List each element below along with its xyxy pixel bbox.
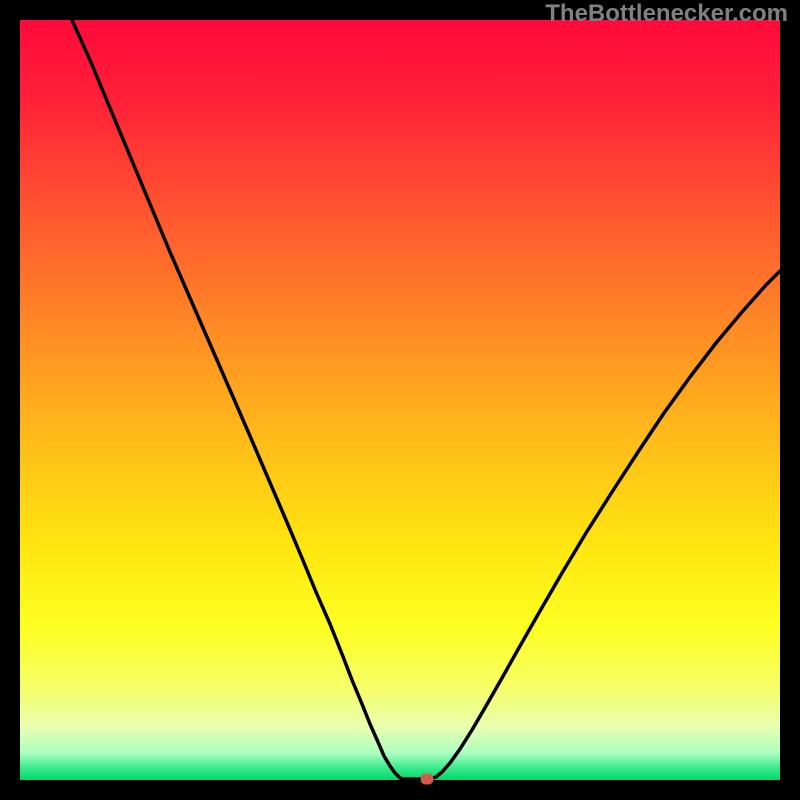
gradient-background bbox=[20, 20, 780, 780]
bottleneck-chart bbox=[0, 0, 800, 800]
optimum-marker bbox=[421, 774, 434, 785]
watermark-text: TheBottlenecker.com bbox=[545, 0, 788, 28]
